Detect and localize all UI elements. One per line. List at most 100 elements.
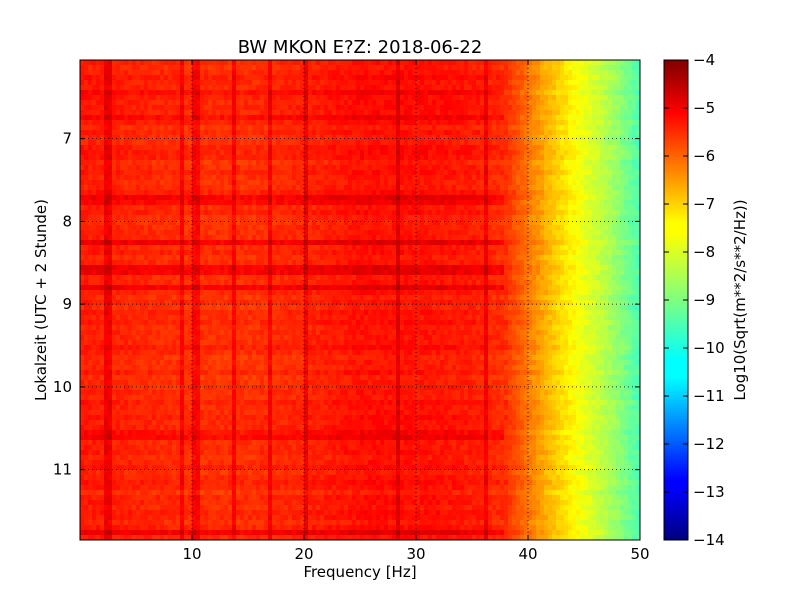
heatmap-cell — [216, 130, 221, 136]
heatmap-cell — [360, 150, 365, 156]
heatmap-cell — [324, 225, 329, 231]
heatmap-cell — [128, 180, 133, 186]
heatmap-cell — [576, 95, 581, 101]
heatmap-cell — [256, 100, 261, 106]
heatmap-cell — [112, 105, 117, 111]
heatmap-cell — [476, 210, 481, 216]
heatmap-cell — [140, 125, 145, 131]
heatmap-cell — [216, 70, 221, 76]
heatmap-cell — [404, 95, 409, 101]
heatmap-cell — [536, 225, 541, 231]
heatmap-cell — [148, 95, 153, 101]
heatmap-cell — [280, 155, 285, 161]
heatmap-cell — [248, 65, 253, 71]
heatmap-cell — [240, 175, 245, 181]
heatmap-cell — [624, 70, 629, 76]
heatmap-cell — [88, 135, 93, 141]
heatmap-cell — [440, 165, 445, 171]
heatmap-cell — [524, 185, 529, 191]
heatmap-cell — [236, 80, 241, 86]
heatmap-cell — [400, 125, 405, 131]
heatmap-cell — [248, 185, 253, 191]
heatmap-cell — [584, 195, 589, 201]
heatmap-cell — [256, 230, 261, 236]
heatmap-cell — [124, 90, 129, 96]
heatmap-cell — [264, 150, 269, 156]
heatmap-cell — [108, 235, 113, 241]
heatmap-cell — [160, 65, 165, 71]
heatmap-cell — [112, 130, 117, 136]
heatmap-cell — [368, 230, 373, 236]
heatmap-cell — [392, 65, 397, 71]
heatmap-cell — [104, 135, 109, 141]
heatmap-cell — [388, 135, 393, 141]
heatmap-cell — [312, 135, 317, 141]
heatmap-cell — [508, 135, 513, 141]
heatmap-cell — [340, 70, 345, 76]
heatmap-cell — [492, 100, 497, 106]
heatmap-cell — [164, 180, 169, 186]
heatmap-cell — [148, 60, 153, 66]
heatmap-cell — [584, 90, 589, 96]
heatmap-cell — [216, 235, 221, 241]
heatmap-cell — [552, 120, 557, 126]
heatmap-cell — [508, 140, 513, 146]
heatmap-cell — [580, 150, 585, 156]
heatmap-cell — [532, 90, 537, 96]
heatmap-cell — [492, 170, 497, 176]
heatmap-cell — [388, 115, 393, 121]
heatmap-cell — [548, 105, 553, 111]
heatmap-cell — [608, 70, 613, 76]
heatmap-cell — [412, 155, 417, 161]
heatmap-cell — [620, 130, 625, 136]
heatmap-cell — [388, 125, 393, 131]
heatmap-cell — [448, 205, 453, 211]
heatmap-cell — [232, 110, 237, 116]
heatmap-cell — [476, 95, 481, 101]
heatmap-cell — [176, 230, 181, 236]
heatmap-cell — [136, 210, 141, 216]
heatmap-cell — [620, 150, 625, 156]
heatmap-cell — [280, 200, 285, 206]
heatmap-cell — [156, 195, 161, 201]
heatmap-cell — [416, 135, 421, 141]
heatmap-cell — [104, 100, 109, 106]
heatmap-cell — [448, 75, 453, 81]
heatmap-cell — [504, 160, 509, 166]
heatmap-cell — [388, 85, 393, 91]
heatmap-cell — [340, 140, 345, 146]
heatmap-cell — [120, 80, 125, 86]
heatmap-cell — [560, 80, 565, 86]
heatmap-cell — [80, 75, 85, 81]
heatmap-cell — [364, 115, 369, 121]
heatmap-cell — [544, 195, 549, 201]
heatmap-cell — [404, 230, 409, 236]
heatmap-cell — [480, 225, 485, 231]
heatmap-cell — [508, 220, 513, 226]
heatmap-cell — [360, 230, 365, 236]
heatmap-cell — [144, 200, 149, 206]
heatmap-cell — [300, 190, 305, 196]
heatmap-cell — [388, 80, 393, 86]
heatmap-cell — [336, 225, 341, 231]
heatmap-cell — [612, 115, 617, 121]
heatmap-cell — [176, 225, 181, 231]
heatmap-cell — [488, 215, 493, 221]
heatmap-cell — [240, 60, 245, 66]
heatmap-cell — [496, 100, 501, 106]
heatmap-cell — [200, 190, 205, 196]
heatmap-cell — [184, 195, 189, 201]
heatmap-cell — [176, 135, 181, 141]
heatmap-cell — [328, 150, 333, 156]
heatmap-cell — [328, 220, 333, 226]
heatmap-cell — [368, 185, 373, 191]
heatmap-cell — [520, 190, 525, 196]
heatmap-cell — [144, 235, 149, 241]
heatmap-cell — [352, 145, 357, 151]
heatmap-cell — [240, 100, 245, 106]
heatmap-cell — [192, 210, 197, 216]
heatmap-cell — [344, 200, 349, 206]
heatmap-cell — [132, 65, 137, 71]
heatmap-cell — [224, 170, 229, 176]
heatmap-cell — [324, 180, 329, 186]
